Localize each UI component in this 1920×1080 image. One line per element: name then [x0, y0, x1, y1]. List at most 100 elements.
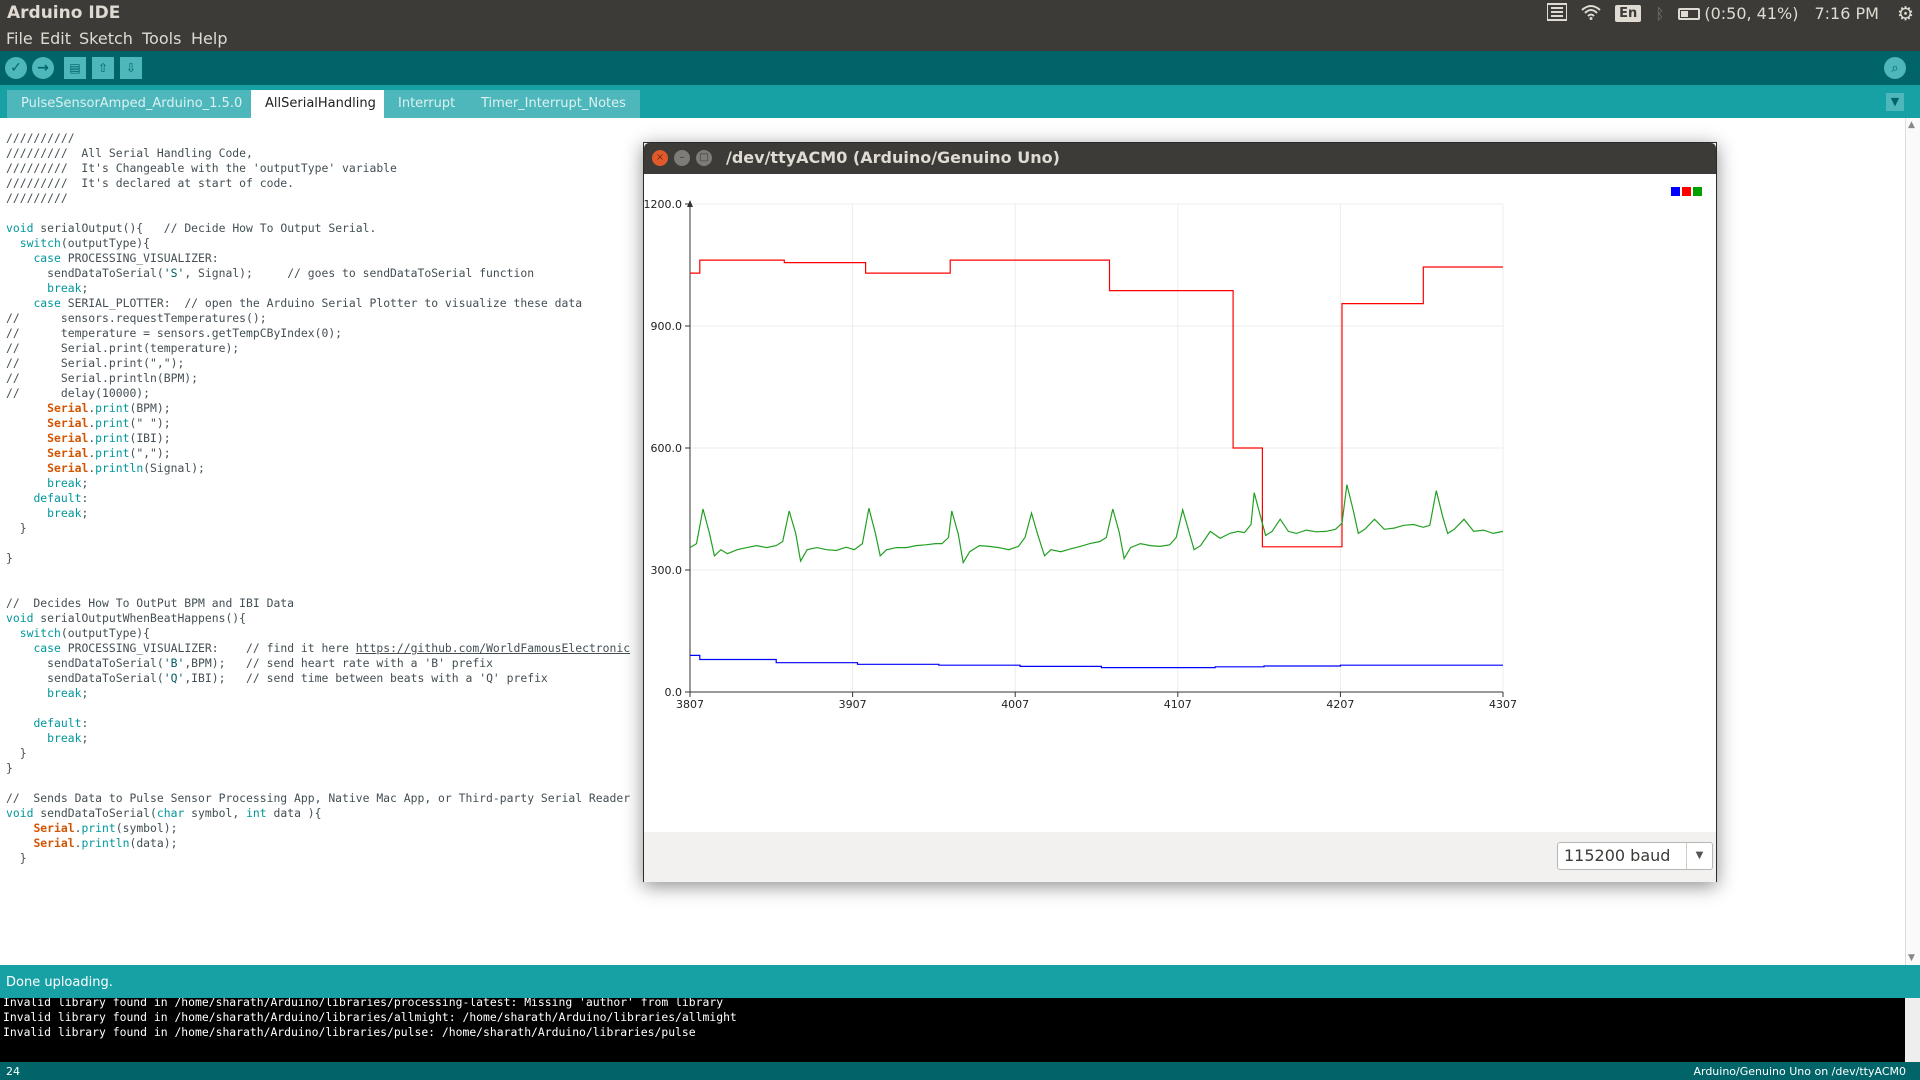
menu-help[interactable]: Help [191, 29, 228, 48]
code-line[interactable]: } [6, 551, 13, 565]
menu-edit[interactable]: Edit [40, 29, 71, 48]
code-line[interactable]: Serial.println(data); [33, 836, 178, 850]
code-line[interactable]: } [6, 761, 13, 775]
magnifier-icon: ⌕ [1891, 60, 1899, 76]
code-line[interactable]: switch(outputType){ [19, 626, 151, 640]
plot-area: 3807 3907 4007 4107 4207 4307 0.0 300.0 600.0 900… [644, 174, 1716, 832]
plotter-titlebar[interactable]: × – □ /dev/ttyACM0 (Arduino/Genuino Uno) [644, 143, 1716, 174]
code-text[interactable]: ////////// ///////// All Serial Handling… [6, 131, 630, 866]
new-sketch-button[interactable]: ▤ [64, 57, 86, 79]
y-tick-label: 300.0 [651, 564, 683, 577]
document-icon: ▤ [69, 61, 81, 75]
code-line[interactable]: // Serial.print(temperature); [6, 341, 240, 355]
upload-button[interactable]: → [32, 57, 54, 79]
code-line[interactable]: // Decides How To OutPut BPM and IBI Dat… [6, 596, 295, 610]
code-line[interactable]: void serialOutput(){ // Decide How To Ou… [6, 221, 377, 235]
wifi-icon[interactable] [1581, 4, 1601, 24]
plotter-footer: 115200 baud ▼ [644, 832, 1716, 882]
serial-plotter-window: × – □ /dev/ttyACM0 (Arduino/Genuino Uno)… [643, 142, 1717, 882]
code-line[interactable]: Serial.print(BPM); [47, 401, 171, 415]
console-line: Invalid library found in /home/sharath/A… [3, 1010, 737, 1024]
code-line[interactable]: break; [47, 506, 89, 520]
menu-list-icon[interactable] [1546, 2, 1569, 25]
footer-bar: 24 Arduino/Genuino Uno on /dev/ttyACM0 [0, 1062, 1920, 1080]
code-line[interactable]: Serial.print(" "); [47, 416, 171, 430]
code-line[interactable]: } [6, 851, 27, 865]
tab-bar: PulseSensorAmped_Arduino_1.5.0 AllSerial… [0, 85, 1920, 118]
save-sketch-button[interactable]: ⇩ [120, 57, 142, 79]
clock[interactable]: 7:16 PM [1814, 4, 1879, 23]
tab-interrupt[interactable]: Interrupt [384, 90, 471, 118]
settings-gear-icon[interactable]: ⚙ [1896, 2, 1914, 25]
status-message: Done uploading. [6, 975, 113, 990]
code-line[interactable]: case PROCESSING_VISUALIZER: [33, 251, 219, 265]
code-line[interactable]: ////////// [6, 131, 75, 145]
code-line[interactable]: Serial.print(","); [47, 446, 171, 460]
code-line[interactable]: Serial.println(Signal); [47, 461, 205, 475]
code-line[interactable]: // temperature = sensors.getTempCByIndex… [6, 326, 343, 340]
code-line[interactable]: break; [47, 476, 89, 490]
console-output[interactable]: Invalid library found in /home/sharath/A… [0, 998, 1905, 1062]
battery-indicator[interactable]: (0:50, 41%) [1678, 4, 1798, 23]
code-line[interactable]: default: [33, 716, 89, 730]
code-line[interactable]: break; [47, 731, 89, 745]
serial-monitor-button[interactable]: ⌕ [1884, 57, 1906, 79]
code-line[interactable]: } [6, 746, 27, 760]
code-line[interactable]: // delay(10000); [6, 386, 151, 400]
code-line[interactable]: // sensors.requestTemperatures(); [6, 311, 267, 325]
code-line[interactable]: ///////// All Serial Handling Code, [6, 146, 253, 160]
window-maximize-button[interactable]: □ [696, 150, 712, 166]
verify-button[interactable]: ✓ [5, 57, 27, 79]
maximize-icon: □ [699, 152, 709, 163]
code-line[interactable]: break; [47, 281, 89, 295]
scroll-down-icon[interactable]: ▼ [1908, 953, 1915, 963]
x-tick-label: 3807 [676, 698, 704, 711]
x-tick-label: 4207 [1326, 698, 1354, 711]
code-line[interactable]: } [6, 521, 27, 535]
editor-scrollbar[interactable]: ▲ ▼ [1905, 118, 1920, 965]
open-sketch-button[interactable]: ⇧ [92, 57, 114, 79]
x-tick-label: 4007 [1001, 698, 1029, 711]
baud-rate-select[interactable]: 115200 baud ▼ [1557, 842, 1713, 870]
tab-allserialhandling[interactable]: AllSerialHandling [251, 90, 391, 118]
window-close-button[interactable]: × [652, 150, 668, 166]
console-scrollbar[interactable] [1905, 998, 1920, 1062]
code-line[interactable]: Serial.print(IBI); [47, 431, 171, 445]
checkmark-icon: ✓ [10, 60, 22, 76]
code-line[interactable]: ///////// [6, 191, 68, 205]
code-line[interactable]: case PROCESSING_VISUALIZER: // find it h… [33, 641, 631, 655]
code-line[interactable]: sendDataToSerial('Q',IBI); // send time … [6, 671, 548, 685]
code-line[interactable]: // Serial.println(BPM); [6, 371, 199, 385]
code-line[interactable]: Serial.print(symbol); [33, 821, 178, 835]
code-line[interactable]: sendDataToSerial('B',BPM); // send heart… [6, 656, 493, 670]
status-bar: Done uploading. [0, 965, 1920, 998]
app-title: Arduino IDE [7, 3, 121, 23]
arrow-right-icon: → [37, 60, 49, 76]
tab-timer-interrupt-notes[interactable]: Timer_Interrupt_Notes [467, 90, 641, 118]
x-tick-label: 4307 [1489, 698, 1517, 711]
menu-sketch[interactable]: Sketch [79, 29, 133, 48]
code-line[interactable]: case SERIAL_PLOTTER: // open the Arduino… [33, 296, 583, 310]
code-line[interactable]: break; [47, 686, 89, 700]
code-line[interactable]: switch(outputType){ [19, 236, 151, 250]
code-line[interactable]: void serialOutputWhenBeatHappens(){ [6, 611, 247, 625]
code-line[interactable]: // Sends Data to Pulse Sensor Processing… [6, 791, 631, 805]
tab-menu-button[interactable]: ▼ [1886, 93, 1904, 111]
tab-pulsesensoramped[interactable]: PulseSensorAmped_Arduino_1.5.0 [7, 90, 258, 118]
window-minimize-button[interactable]: – [674, 150, 690, 166]
code-line[interactable]: default: [33, 491, 89, 505]
code-line[interactable]: ///////// It's declared at start of code… [6, 176, 295, 190]
scroll-up-icon[interactable]: ▲ [1908, 120, 1915, 130]
keyboard-language-indicator[interactable]: En [1615, 5, 1642, 22]
code-line[interactable]: // Serial.print(","); [6, 356, 185, 370]
line-chart: 3807 3907 4007 4107 4207 4307 0.0 300.0 600.0 900… [644, 198, 1518, 711]
legend-red [1682, 187, 1691, 196]
code-line[interactable]: void sendDataToSerial(char symbol, int d… [6, 806, 322, 820]
code-line[interactable]: ///////// It's Changeable with the 'outp… [6, 161, 397, 175]
bluetooth-icon[interactable]: ᛒ [1655, 4, 1665, 23]
series-line-1 [690, 259, 1503, 548]
menu-file[interactable]: File [6, 29, 33, 48]
code-line[interactable]: sendDataToSerial('S', Signal); // goes t… [6, 266, 535, 280]
menu-tools[interactable]: Tools [142, 29, 182, 48]
series-line-0 [690, 654, 1503, 669]
